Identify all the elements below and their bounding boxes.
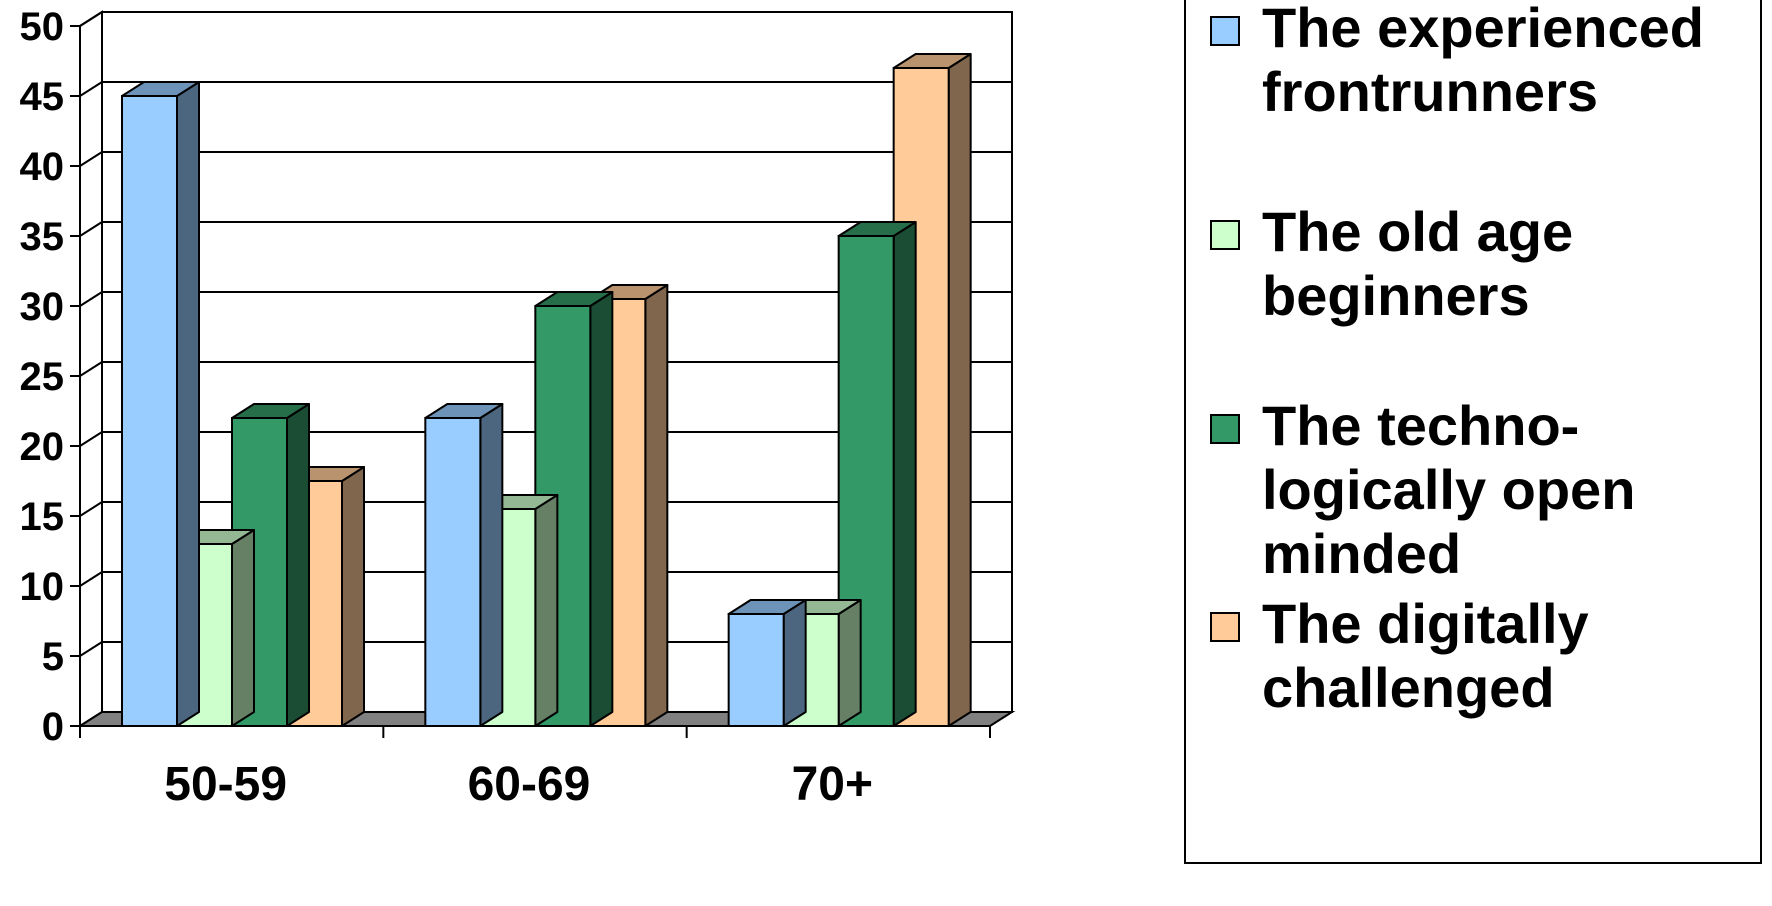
gridline-side <box>79 431 103 447</box>
y-tick-label: 30 <box>20 285 65 329</box>
y-tick-label: 10 <box>20 565 65 609</box>
legend-item-digitally-challenged: The digitally challenged <box>1210 592 1762 720</box>
legend-swatch <box>1210 612 1240 642</box>
gridline-side <box>79 571 103 587</box>
bar-side <box>341 466 365 727</box>
bar-side <box>286 403 310 727</box>
bar <box>837 221 917 727</box>
legend: The experienced frontrunners The old age… <box>1184 0 1762 864</box>
legend-label: The digitally challenged <box>1262 592 1589 719</box>
legend-label: The experienced frontrunners <box>1262 0 1704 123</box>
y-tick-label: 15 <box>20 495 65 539</box>
bar-front <box>121 95 178 727</box>
bar <box>121 81 200 727</box>
gridline-side <box>79 11 103 27</box>
y-tick-label: 25 <box>20 355 65 399</box>
gridline-side <box>79 151 103 167</box>
legend-label: The techno- logically open minded <box>1262 394 1636 585</box>
y-tick-label: 35 <box>20 215 65 259</box>
x-tick-label: 50-59 <box>164 758 287 811</box>
bar-side <box>534 494 559 727</box>
bar-side <box>231 529 255 727</box>
bar-side <box>589 291 614 727</box>
tick-labels: 0 5 10 15 20 25 30 35 40 45 50 50-59 60-69 70+ <box>20 5 874 811</box>
legend-swatch <box>1210 414 1240 444</box>
gridline-side <box>79 221 103 237</box>
y-tick-label: 45 <box>20 75 65 119</box>
legend-label: The old age beginners <box>1262 200 1574 327</box>
gridline-side <box>79 361 103 377</box>
bar-side <box>892 221 917 727</box>
bar-side <box>837 599 862 727</box>
gridline-side <box>79 81 103 97</box>
bar-side <box>479 403 504 727</box>
y-tick-label: 50 <box>20 5 65 49</box>
legend-item-technologically-open-minded: The techno- logically open minded <box>1210 394 1762 586</box>
bar-front <box>727 613 785 727</box>
legend-item-experienced-frontrunners: The experienced frontrunners <box>1210 0 1762 124</box>
bar-side <box>947 53 972 727</box>
legend-swatch <box>1210 16 1240 46</box>
bar-side <box>176 81 200 727</box>
x-tick-label: 70+ <box>792 758 873 811</box>
bar-side <box>782 599 807 727</box>
legend-item-old-age-beginners: The old age beginners <box>1210 200 1762 328</box>
y-tick-label: 0 <box>42 705 64 749</box>
legend-swatch <box>1210 220 1240 250</box>
gridline-side <box>79 641 103 657</box>
y-tick-label: 20 <box>20 425 65 469</box>
bar <box>727 599 807 727</box>
bars <box>121 53 972 727</box>
gridline-side <box>79 291 103 307</box>
bar-front <box>424 417 482 727</box>
gridline-side <box>79 501 103 517</box>
bar-front <box>837 235 895 727</box>
x-tick-label: 60-69 <box>468 758 591 811</box>
bar <box>424 403 504 727</box>
y-tick-label: 5 <box>42 635 64 679</box>
bar-side <box>644 284 669 727</box>
y-tick-label: 40 <box>20 145 65 189</box>
